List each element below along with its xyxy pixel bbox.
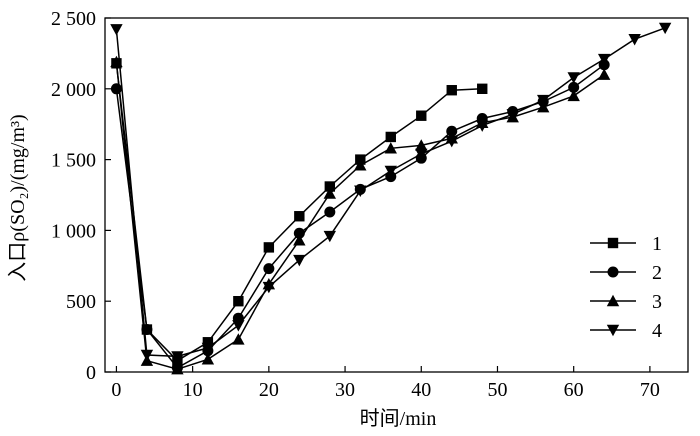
legend-label: 2 xyxy=(652,262,662,284)
data-point xyxy=(628,34,641,46)
series-2 xyxy=(110,59,610,374)
data-point xyxy=(171,362,184,375)
legend-item-2: 2 xyxy=(590,262,662,284)
data-point xyxy=(232,320,245,332)
data-point xyxy=(446,125,458,137)
legend-item-3: 3 xyxy=(590,291,662,313)
data-point xyxy=(567,89,580,102)
data-point xyxy=(385,131,396,143)
data-point xyxy=(201,353,215,365)
y-tick-label: 1 000 xyxy=(51,220,96,242)
legend: 1 2 3 4 xyxy=(590,233,662,342)
data-point xyxy=(201,342,215,355)
data-point xyxy=(171,351,184,363)
data-point xyxy=(415,139,428,151)
data-point xyxy=(140,349,154,362)
data-point xyxy=(110,24,123,36)
data-point xyxy=(233,296,244,307)
data-point xyxy=(445,135,458,148)
series-line xyxy=(115,61,605,370)
y-tick-label: 2 000 xyxy=(51,79,96,101)
x-tick-label: 60 xyxy=(564,379,584,401)
x-tick-label: 30 xyxy=(335,379,355,401)
data-point xyxy=(416,110,427,121)
y-tick-label: 1 500 xyxy=(51,150,96,172)
data-point xyxy=(263,242,275,253)
data-point xyxy=(294,211,305,222)
data-point xyxy=(293,254,306,267)
data-point xyxy=(477,83,488,94)
data-point xyxy=(658,22,672,35)
data-point xyxy=(597,68,611,80)
data-point xyxy=(568,81,580,93)
x-tick-label: 20 xyxy=(259,379,279,401)
data-point xyxy=(293,234,306,246)
legend-marker xyxy=(607,266,619,278)
data-point xyxy=(354,185,367,197)
data-point xyxy=(597,53,611,66)
legend-marker xyxy=(606,294,620,307)
x-tick-label: 10 xyxy=(183,379,203,401)
series-group xyxy=(110,22,672,375)
legend-item-4: 4 xyxy=(590,320,662,342)
data-point xyxy=(446,85,457,96)
data-point xyxy=(537,94,550,107)
x-tick-label: 70 xyxy=(640,379,660,401)
y-tick-label: 500 xyxy=(66,291,96,313)
data-point xyxy=(323,187,337,199)
legend-item-1: 1 xyxy=(590,233,662,255)
data-point xyxy=(567,72,580,84)
x-tick-label: 50 xyxy=(487,379,507,401)
axes: 0 10 20 30 40 50 60 70 0 500 1 000 1 500 2 000 2 500 xyxy=(51,8,689,401)
series-4 xyxy=(110,22,672,363)
data-point xyxy=(232,333,245,345)
data-point xyxy=(324,181,336,192)
data-point xyxy=(415,148,428,161)
data-point xyxy=(324,206,336,218)
data-point xyxy=(354,159,367,171)
data-point xyxy=(506,109,519,121)
x-tick-label: 0 xyxy=(111,379,121,401)
plot-frame xyxy=(104,17,689,373)
data-point xyxy=(263,263,275,275)
x-tick-label: 40 xyxy=(411,379,431,401)
x-axis-title: 时间/min xyxy=(360,407,437,430)
data-point xyxy=(476,120,489,132)
data-point xyxy=(202,337,214,348)
legend-label: 4 xyxy=(652,320,662,342)
y-tick-label: 2 500 xyxy=(51,8,96,30)
legend-label: 3 xyxy=(652,291,662,313)
y-tick-label: 0 xyxy=(86,362,96,384)
data-point xyxy=(323,230,337,243)
legend-label: 1 xyxy=(652,233,662,255)
legend-marker xyxy=(606,324,620,337)
data-point xyxy=(384,165,397,178)
y-axis-title: 入口ρ(SO₂)/(mg/m³) xyxy=(7,114,29,281)
series-1 xyxy=(111,58,488,366)
data-point xyxy=(262,281,276,294)
series-line xyxy=(115,27,666,358)
series-line xyxy=(115,64,605,369)
legend-marker xyxy=(607,237,619,249)
data-point xyxy=(537,101,550,113)
data-point xyxy=(384,142,397,154)
